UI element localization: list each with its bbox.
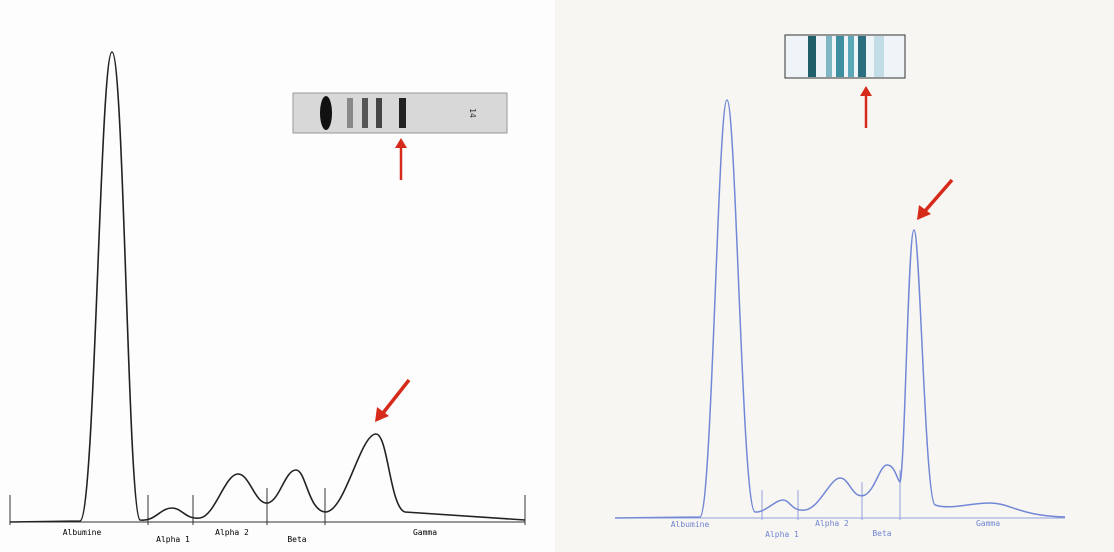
fraction-label: Albumine: [671, 520, 710, 529]
gel-band: [874, 36, 884, 77]
gel-band: [362, 98, 368, 128]
fraction-label: Beta: [287, 535, 306, 544]
gel-band: [836, 36, 844, 77]
gel-band: [826, 36, 832, 77]
fraction-label: Gamma: [976, 519, 1000, 528]
gel-band: [347, 98, 353, 128]
fraction-label: Gamma: [413, 528, 437, 537]
fraction-label: Albumine: [63, 528, 102, 537]
gel-strip: [785, 35, 905, 78]
fraction-label: Alpha 2: [215, 528, 249, 537]
right-panel-background: [555, 0, 1114, 552]
strip-label: 14: [468, 108, 477, 118]
gel-band: [320, 96, 332, 130]
gel-band: [399, 98, 406, 128]
gel-band: [858, 36, 866, 77]
fraction-label: Alpha 1: [765, 530, 799, 539]
gel-band: [848, 36, 854, 77]
fraction-label: Beta: [872, 529, 891, 538]
fraction-label: Alpha 2: [815, 519, 849, 528]
gel-band: [808, 36, 816, 77]
fraction-label: Alpha 1: [156, 535, 190, 544]
gel-band: [376, 98, 382, 128]
figure: Albumine Alpha 1 Alpha 2 Beta Gamma 14 A…: [0, 0, 1114, 552]
